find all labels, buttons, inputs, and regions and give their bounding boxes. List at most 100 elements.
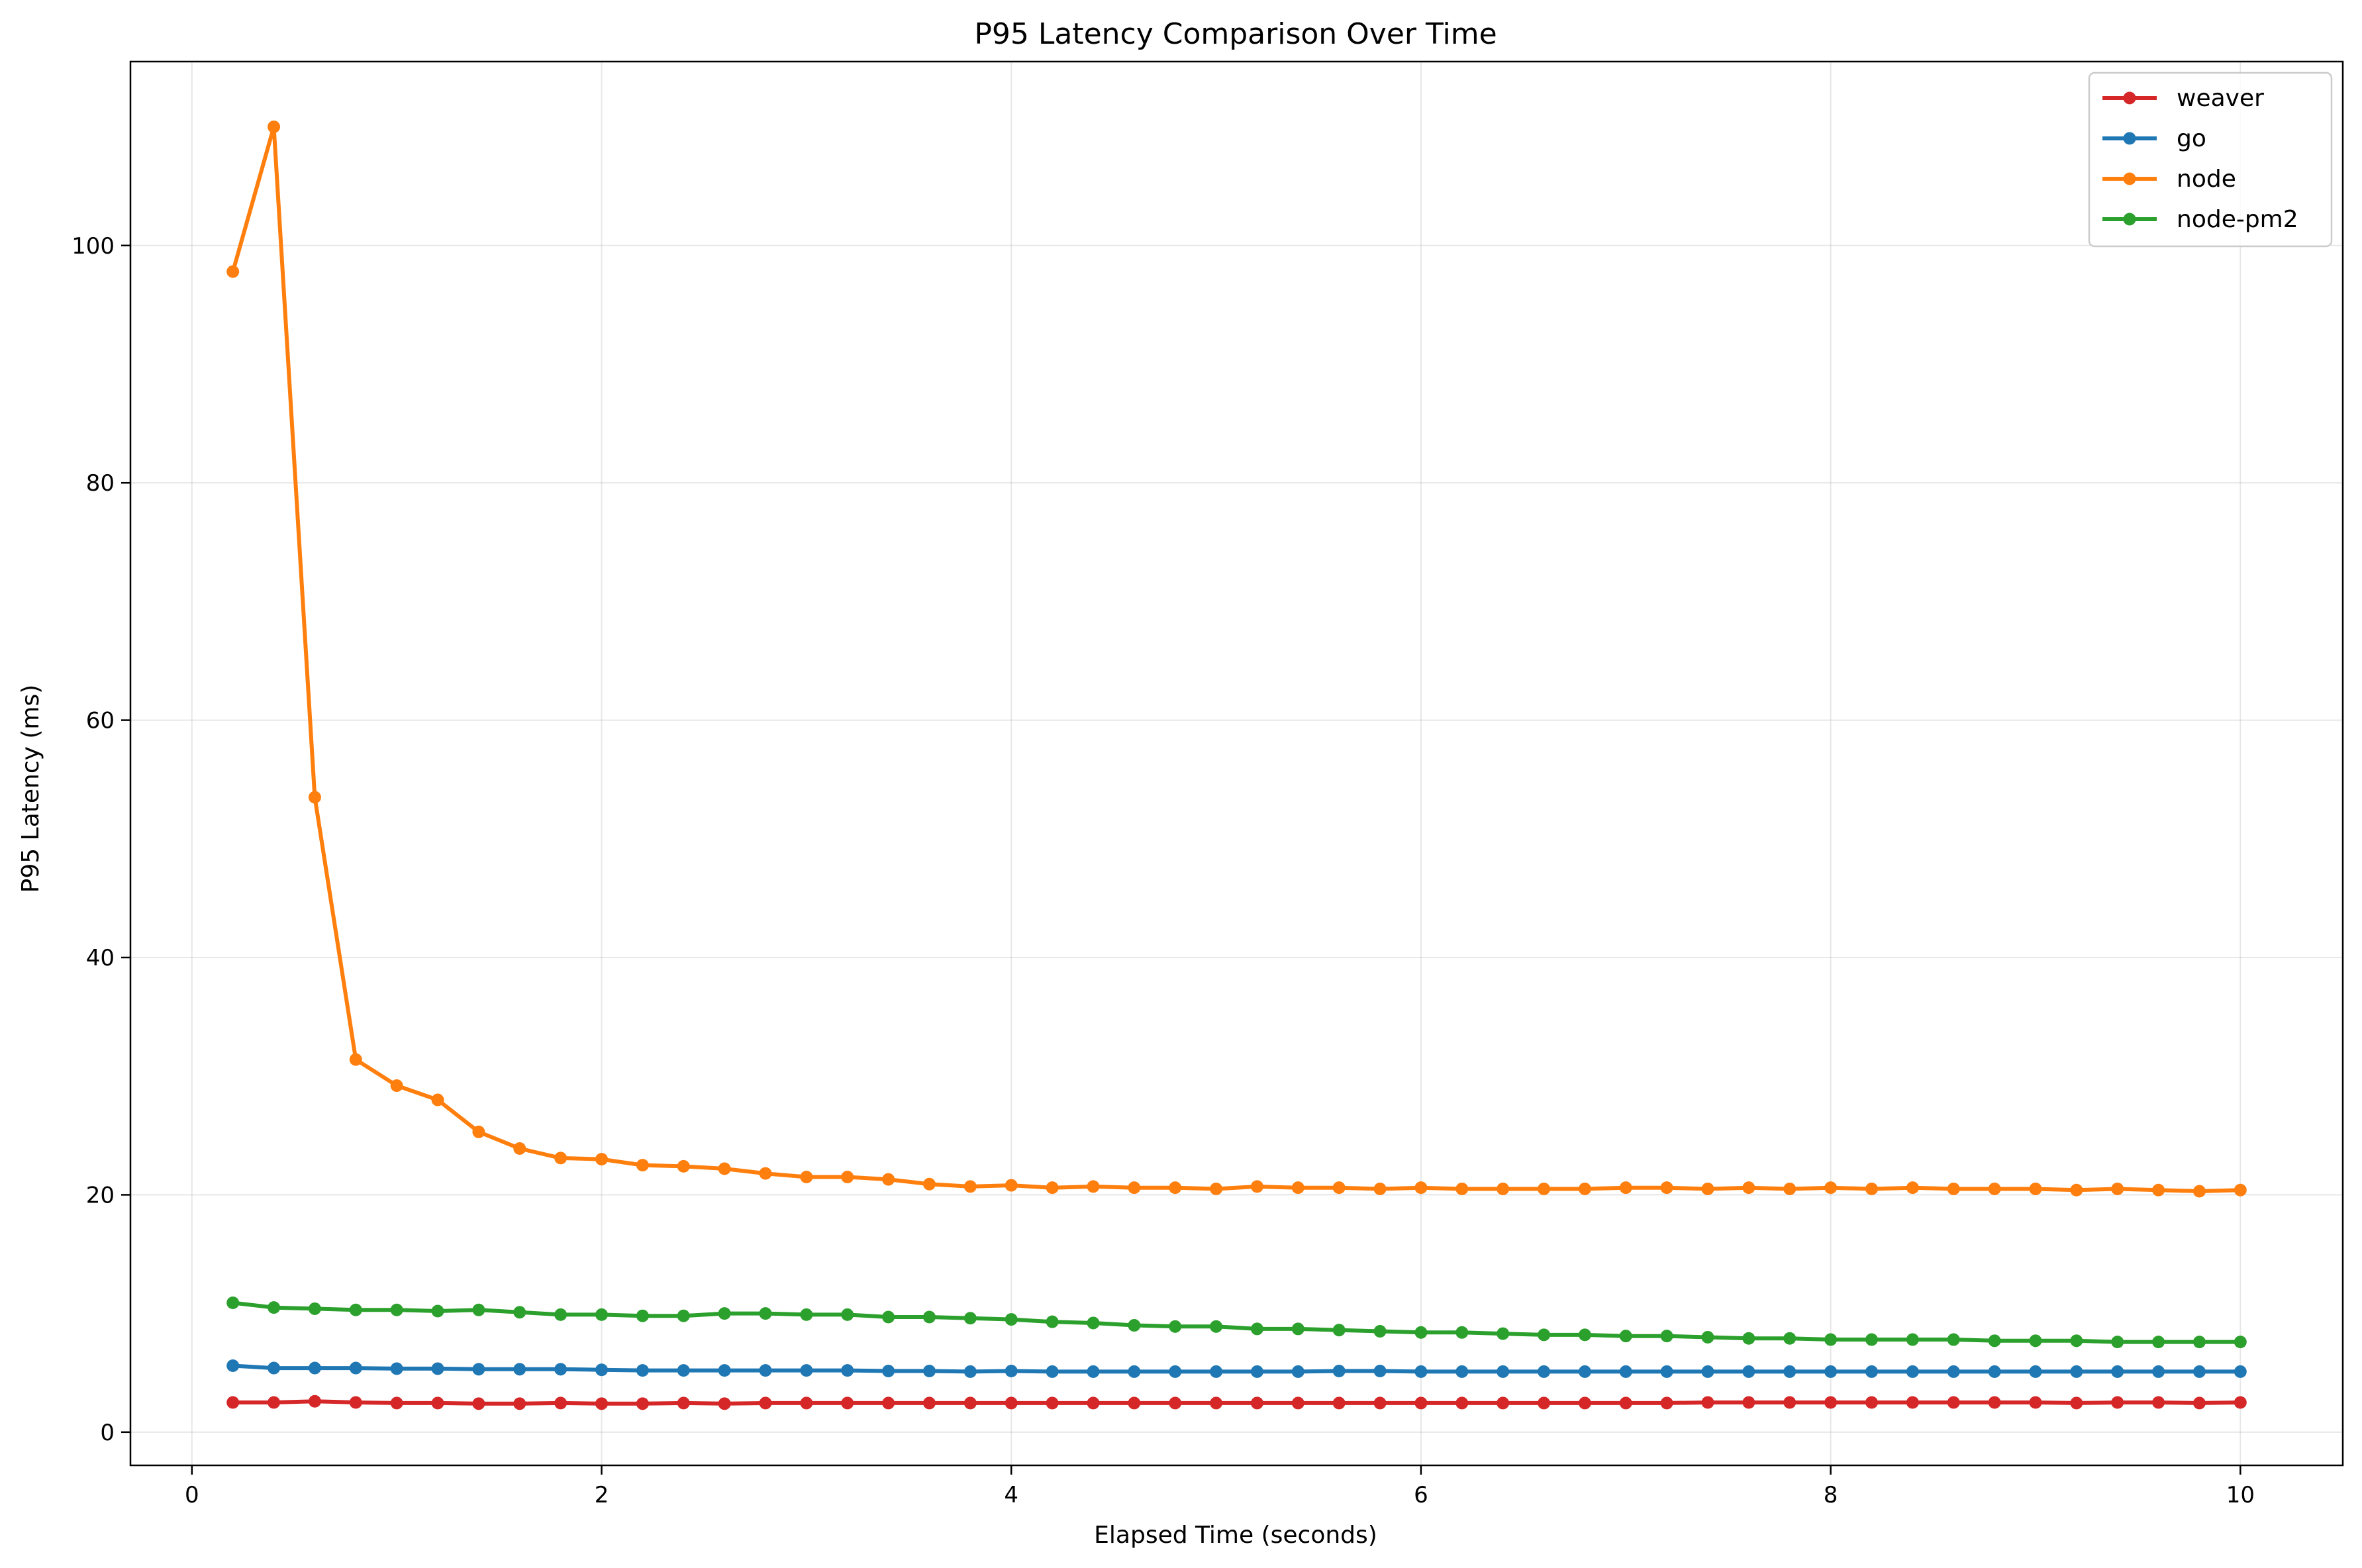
data-point <box>513 1363 526 1376</box>
data-point <box>2192 1185 2206 1198</box>
data-point <box>1988 1396 2001 1409</box>
data-point <box>1701 1396 1714 1409</box>
legend-label: go <box>2177 125 2206 152</box>
data-point <box>1332 1365 1346 1378</box>
data-point <box>882 1365 895 1378</box>
data-point <box>1291 1181 1304 1195</box>
data-point <box>1291 1396 1304 1410</box>
data-point <box>1497 1365 1510 1378</box>
data-point <box>1619 1181 1632 1195</box>
data-point <box>595 1363 609 1377</box>
data-point <box>718 1397 731 1410</box>
data-point <box>1578 1182 1591 1195</box>
series-line <box>230 1399 2243 1406</box>
data-point <box>513 1397 526 1410</box>
series-node-pm2 <box>226 1296 2247 1349</box>
data-point <box>2152 1336 2165 1349</box>
data-point <box>841 1364 854 1377</box>
data-point <box>2152 1365 2165 1378</box>
data-point <box>1455 1326 1469 1339</box>
data-point <box>390 1303 403 1316</box>
data-point <box>1005 1396 1018 1410</box>
data-point <box>349 1053 362 1066</box>
data-point <box>1005 1313 1018 1326</box>
data-point <box>390 1362 403 1375</box>
data-point <box>759 1167 772 1180</box>
data-point <box>1619 1365 1632 1378</box>
data-point <box>1169 1181 1182 1195</box>
y-tick-label: 0 <box>100 1420 115 1446</box>
data-point <box>1988 1365 2001 1378</box>
data-point <box>800 1396 813 1410</box>
data-point <box>431 1093 444 1106</box>
data-point <box>308 791 321 804</box>
data-point <box>1414 1326 1428 1339</box>
data-point <box>841 1171 854 1184</box>
series-layer <box>226 121 2247 1410</box>
data-point <box>1538 1182 1551 1195</box>
x-axis-label: Elapsed Time (seconds) <box>1094 1522 1377 1549</box>
data-point <box>718 1162 731 1175</box>
series-line <box>230 1363 2243 1374</box>
legend-marker <box>2123 172 2136 185</box>
plot-frame <box>129 60 2344 1467</box>
data-point <box>1128 1365 1141 1378</box>
data-point <box>1619 1330 1632 1343</box>
x-tick-label: 10 <box>2226 1482 2255 1508</box>
data-point <box>841 1396 854 1410</box>
x-tick-label: 8 <box>1824 1482 1838 1508</box>
data-point <box>636 1159 649 1172</box>
data-point <box>268 1361 281 1375</box>
data-point <box>882 1396 895 1410</box>
data-point <box>1988 1334 2001 1348</box>
data-point <box>1988 1182 2001 1195</box>
data-point <box>472 1303 485 1316</box>
data-point <box>636 1397 649 1410</box>
data-point <box>2070 1183 2083 1197</box>
x-tick-label: 0 <box>185 1482 199 1508</box>
data-point <box>308 1395 321 1408</box>
data-point <box>1005 1179 1018 1192</box>
data-point <box>2070 1365 2083 1378</box>
data-point <box>1414 1181 1428 1195</box>
x-tick-label: 4 <box>1004 1482 1018 1508</box>
series-node <box>226 121 2247 1198</box>
data-point <box>1865 1396 1878 1409</box>
data-point <box>1332 1396 1346 1410</box>
data-point <box>1701 1182 1714 1195</box>
data-point <box>1865 1182 1878 1195</box>
x-tick-label: 6 <box>1414 1482 1428 1508</box>
data-point <box>1169 1396 1182 1410</box>
data-point <box>636 1309 649 1322</box>
data-point <box>963 1365 977 1378</box>
data-point <box>677 1396 690 1410</box>
data-point <box>595 1153 609 1166</box>
data-point <box>308 1361 321 1375</box>
y-tick-label: 100 <box>72 233 115 260</box>
data-point <box>1087 1180 1100 1193</box>
data-point <box>922 1310 936 1324</box>
data-point <box>226 1396 240 1409</box>
data-point <box>1578 1396 1591 1410</box>
data-point <box>1906 1181 1919 1195</box>
data-point <box>1578 1365 1591 1378</box>
data-point <box>2192 1396 2206 1410</box>
data-point <box>677 1309 690 1322</box>
data-point <box>1210 1320 1223 1333</box>
y-axis-label: P95 Latency (ms) <box>17 685 44 893</box>
data-point <box>1824 1365 1838 1378</box>
data-point <box>1742 1365 1755 1378</box>
y-axis: 0 20 40 60 80 100 <box>72 233 130 1446</box>
data-point <box>1824 1333 1838 1346</box>
data-point <box>1865 1365 1878 1378</box>
data-point <box>1783 1332 1796 1345</box>
data-point <box>1087 1316 1100 1330</box>
chart-title: P95 Latency Comparison Over Time <box>974 17 1497 51</box>
data-point <box>2192 1336 2206 1349</box>
data-point <box>226 265 240 278</box>
data-point <box>431 1396 444 1410</box>
data-point <box>1128 1319 1141 1332</box>
data-point <box>2234 1396 2247 1409</box>
data-point <box>800 1171 813 1184</box>
data-point <box>1783 1365 1796 1378</box>
